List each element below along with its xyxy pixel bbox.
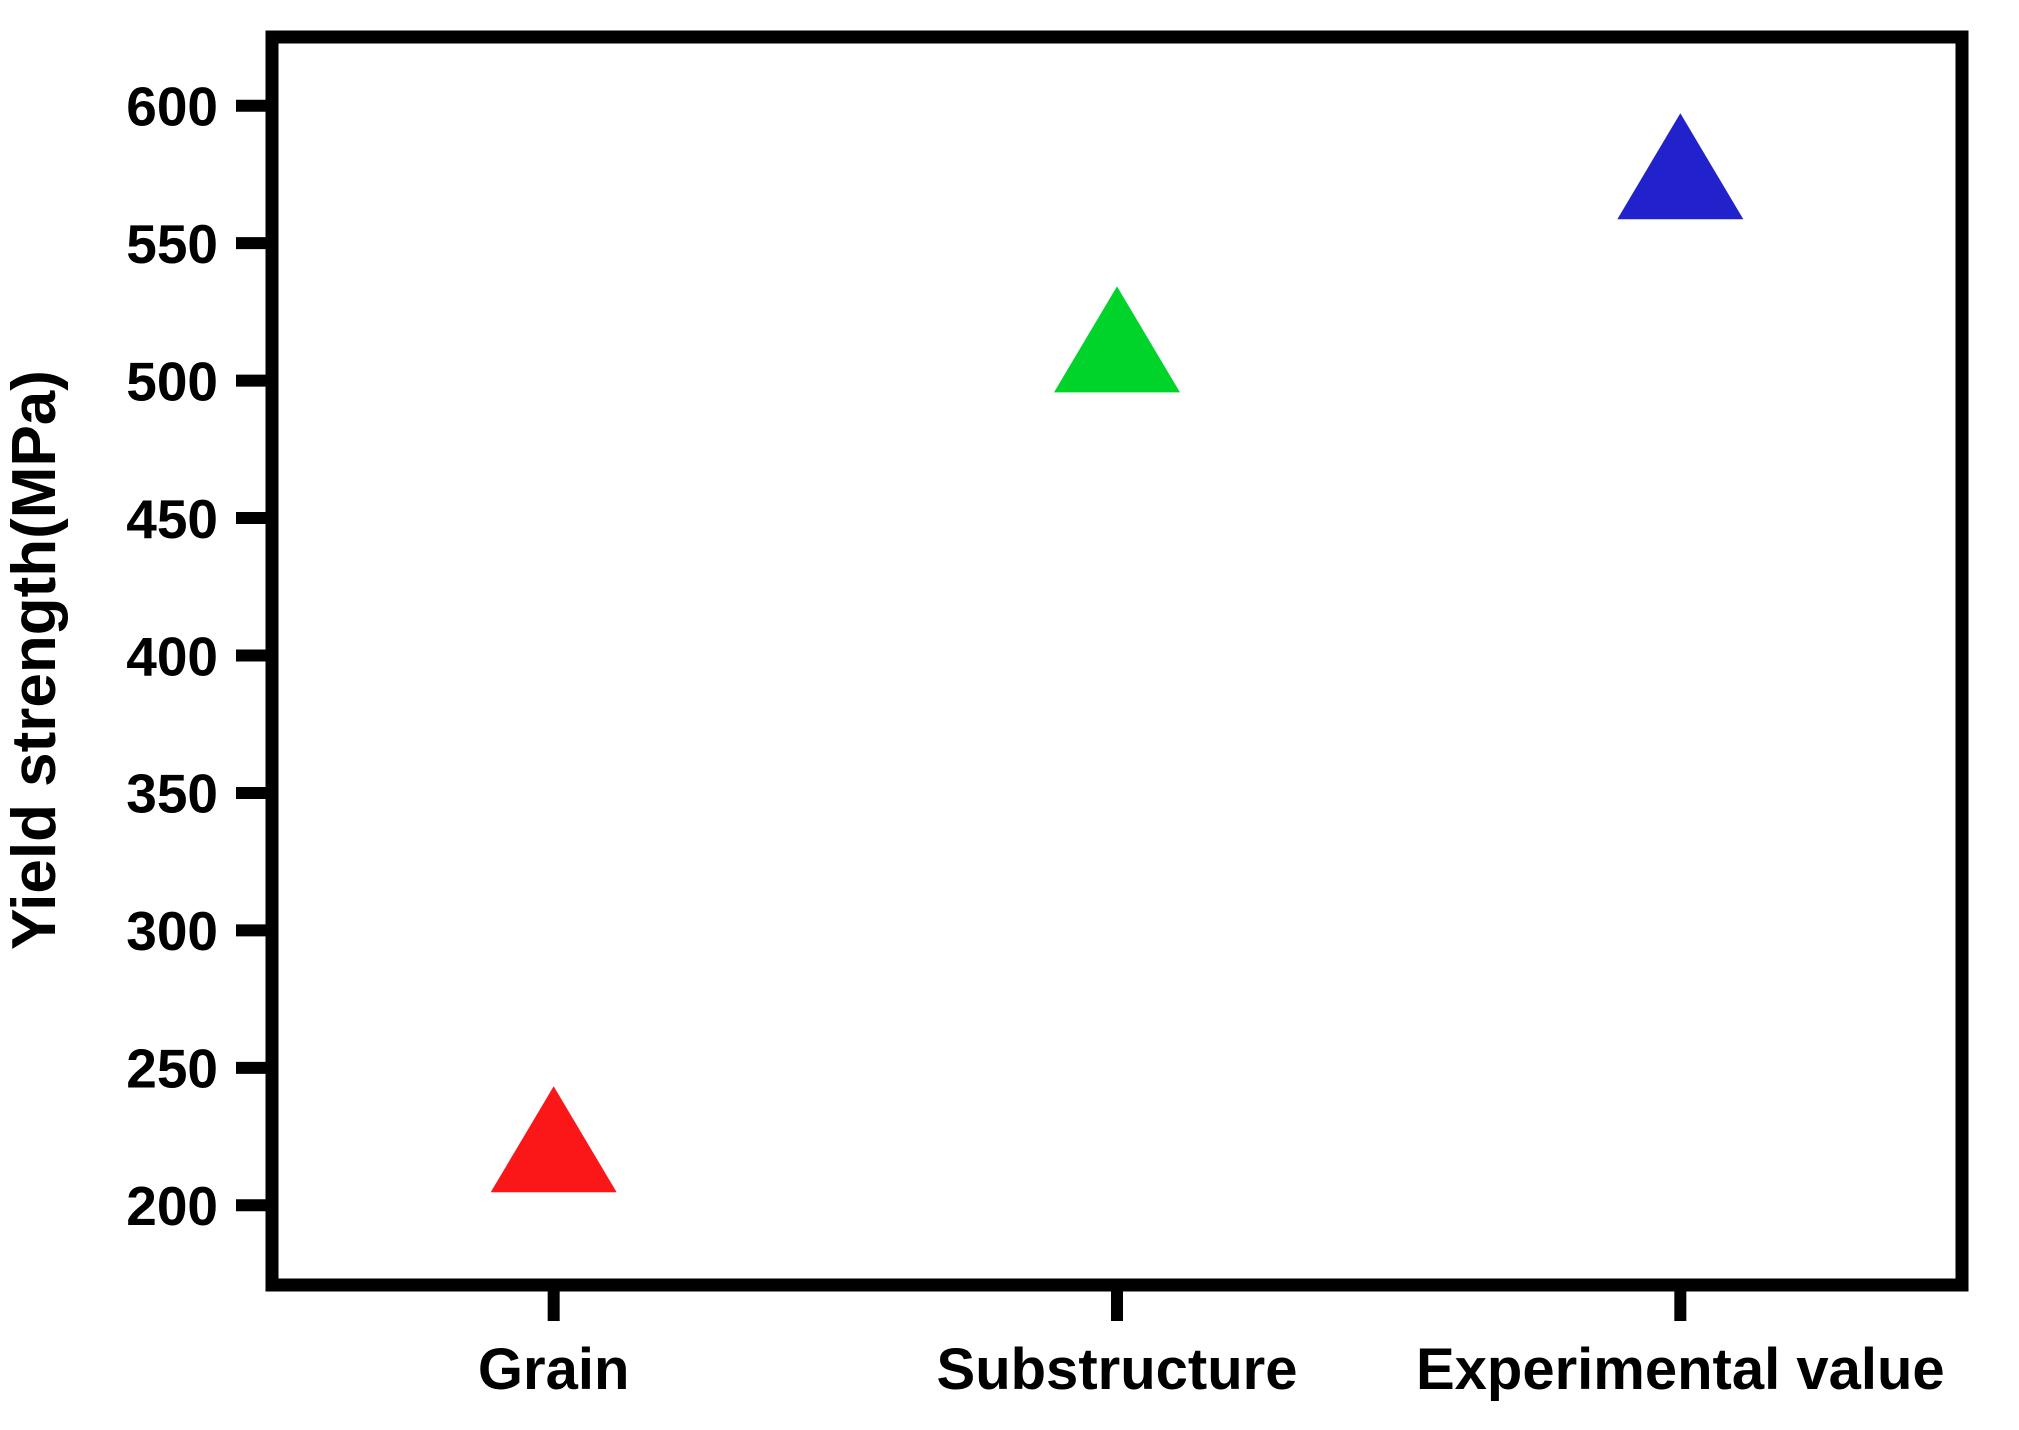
y-tick-label: 250 [126,1038,218,1100]
data-point-triangle-1 [490,1086,617,1193]
y-tick-label: 350 [126,763,218,825]
data-point-triangle-3 [1617,113,1744,220]
y-tick-label: 300 [126,900,218,962]
plot-frame [265,30,1969,1292]
x-tick-label: Grain [478,1337,630,1402]
y-tick-label: 500 [126,350,218,412]
y-axis-title: Yield strength(MPa) [0,370,69,950]
x-tick-label: Substructure [937,1337,1298,1402]
y-tick-label: 200 [126,1175,218,1237]
y-tick-label: 550 [126,213,218,275]
x-tick-label: Experimental value [1416,1337,1945,1402]
data-point-triangle-2 [1054,286,1180,393]
y-tick-label: 400 [126,625,218,687]
y-tick-label: 600 [126,76,218,138]
y-tick-label: 450 [126,488,218,550]
